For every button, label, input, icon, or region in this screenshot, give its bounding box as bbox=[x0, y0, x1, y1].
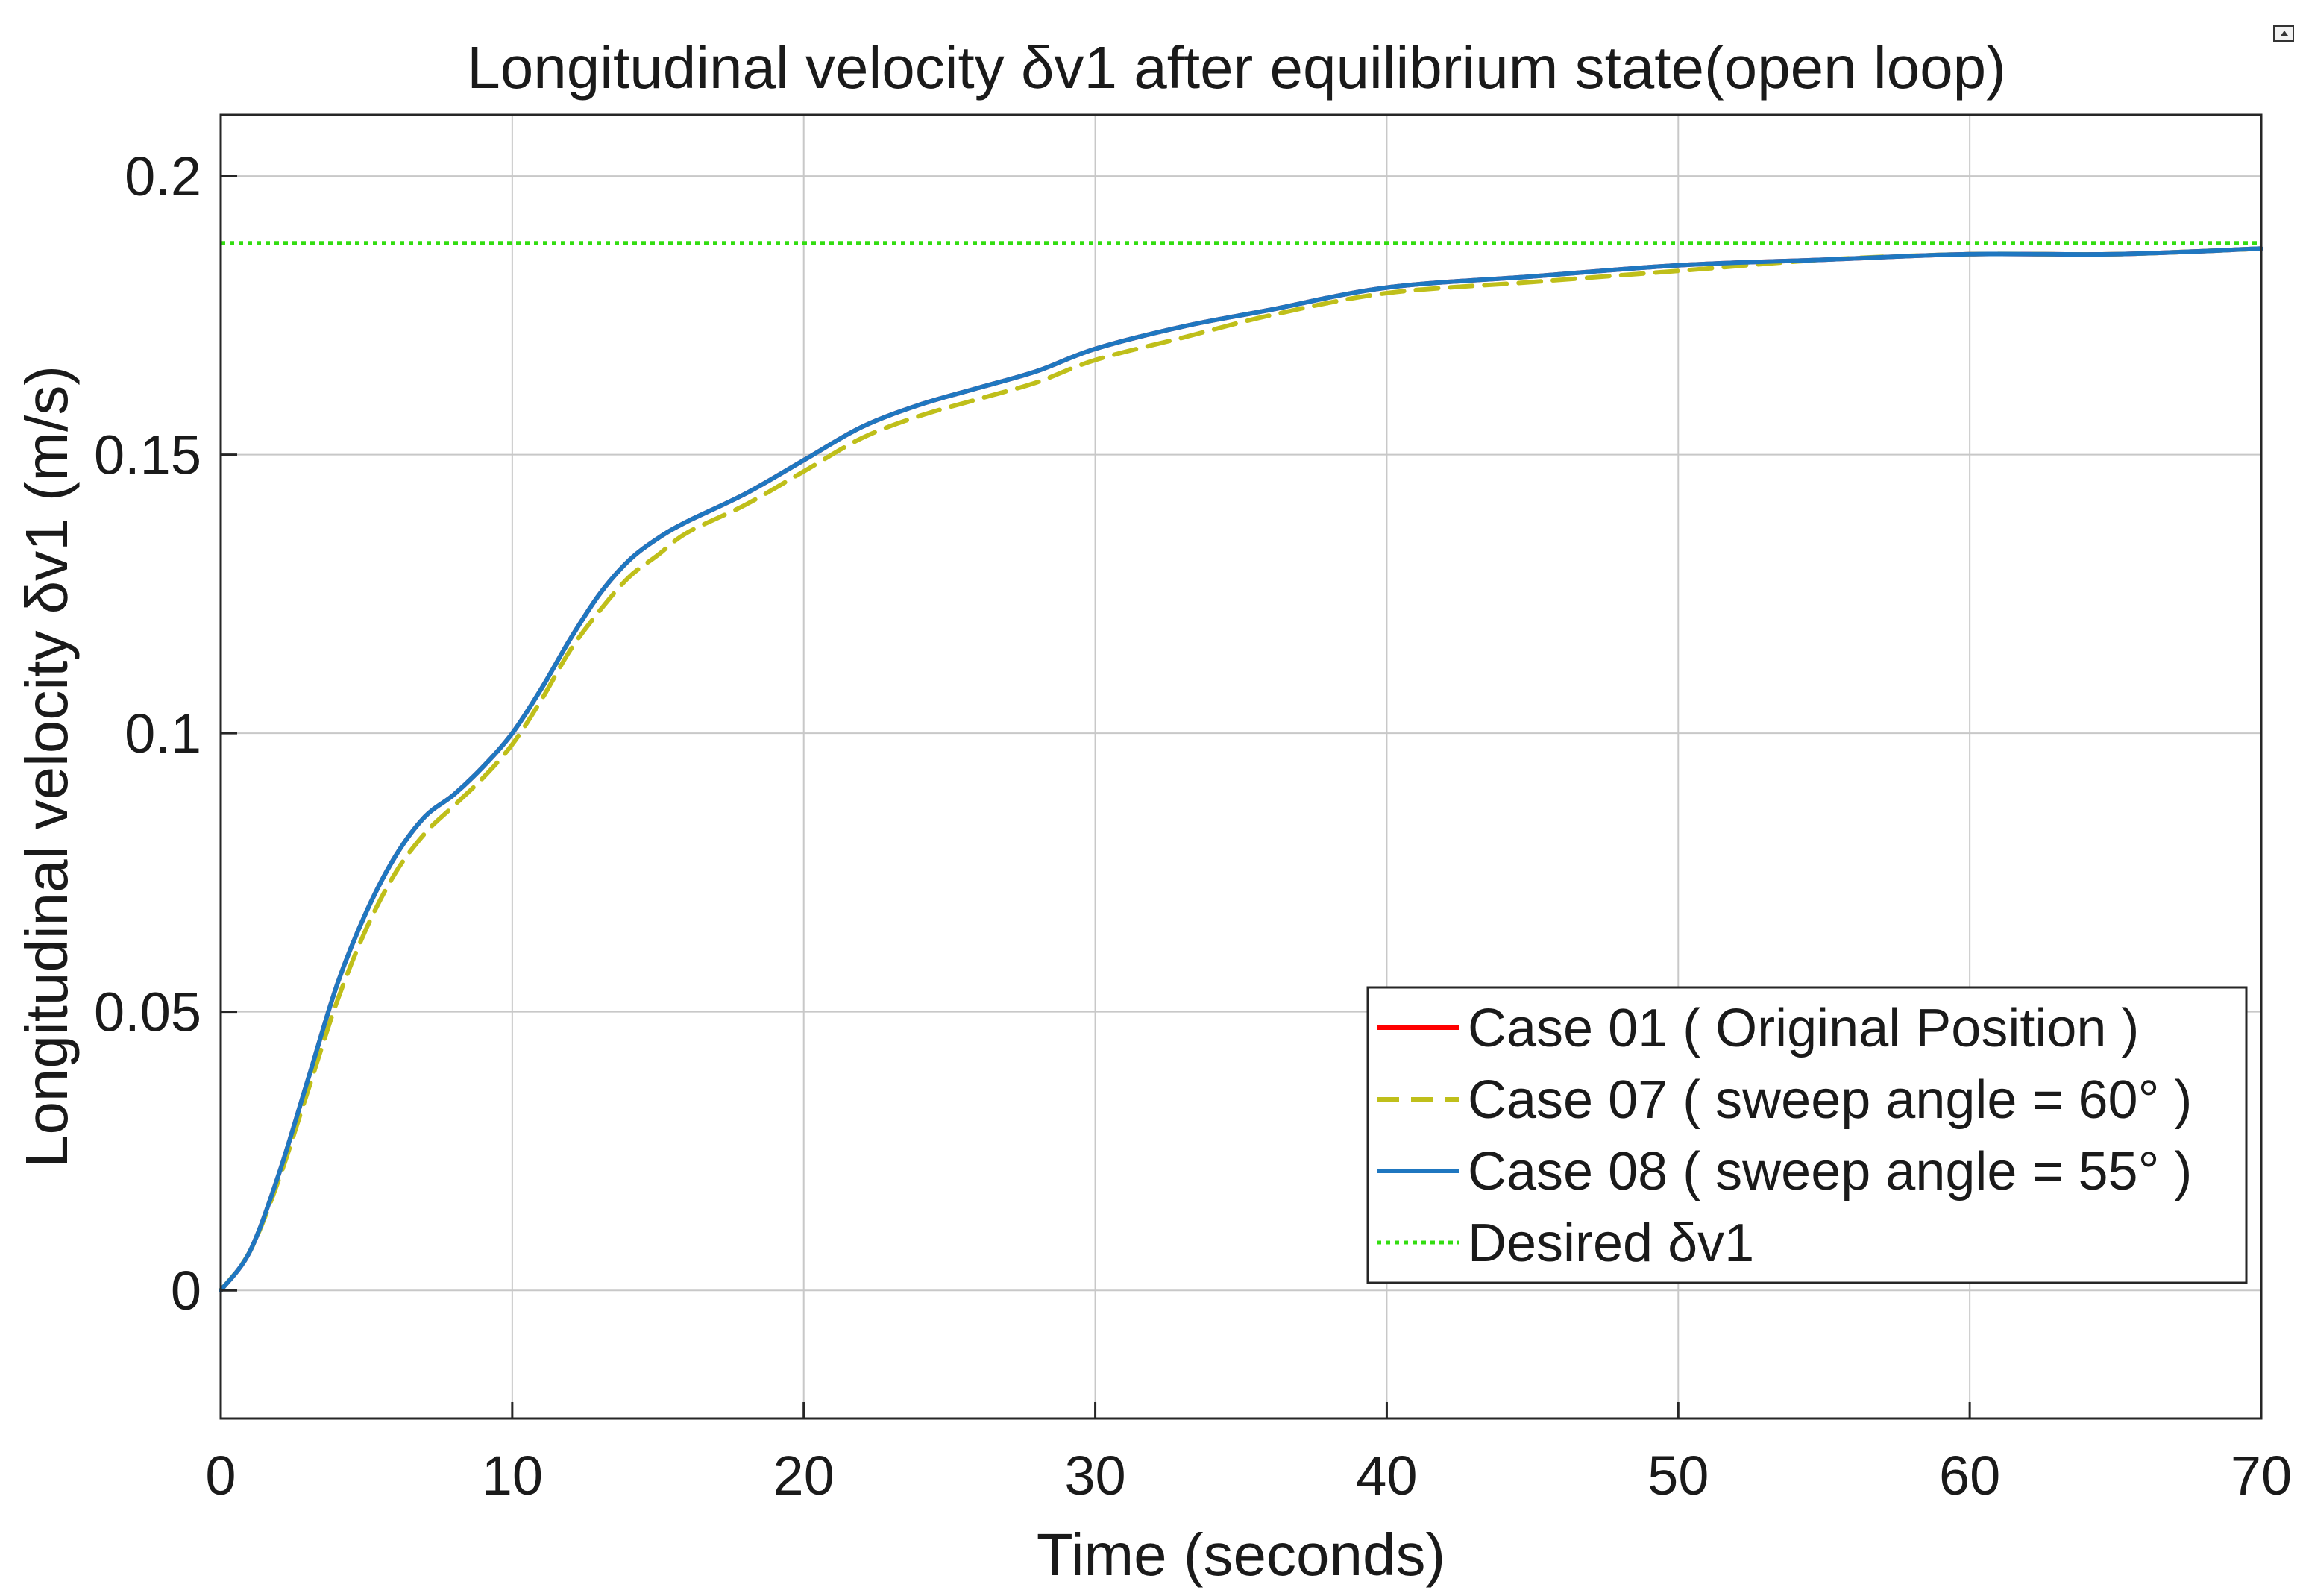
series-line-case-07 bbox=[219, 246, 2263, 1293]
y-axis-label: Longitudinal velocity δv1 (m/s) bbox=[13, 365, 80, 1168]
x-tick-label: 40 bbox=[1356, 1445, 1417, 1507]
legend-box bbox=[1366, 986, 2248, 1284]
chart-title: Longitudinal velocity δv1 after equilibr… bbox=[467, 34, 2005, 101]
legend-entry-case-07: Case 07 ( sweep angle = 60° ) bbox=[1468, 1070, 2192, 1130]
x-tick-label: 50 bbox=[1647, 1445, 1709, 1507]
x-tick-label: 60 bbox=[1939, 1445, 2000, 1507]
x-tick-label: 10 bbox=[482, 1445, 543, 1507]
x-tick-label: 0 bbox=[205, 1445, 236, 1507]
y-tick-label: 0.1 bbox=[125, 703, 201, 764]
legend-entry-case-08: Case 08 ( sweep angle = 55° ) bbox=[1468, 1142, 2192, 1201]
y-axis: 0 0.05 0.1 0.15 0.2 bbox=[94, 145, 237, 1322]
plot-frame bbox=[219, 113, 2263, 1420]
series-line-case-08 bbox=[219, 246, 2263, 1293]
y-tick-label: 0.05 bbox=[94, 981, 201, 1043]
y-grid bbox=[221, 175, 2261, 1292]
x-tick-label: 70 bbox=[2231, 1445, 2292, 1507]
expand-icon[interactable] bbox=[2273, 25, 2294, 42]
x-tick-label: 30 bbox=[1064, 1445, 1125, 1507]
x-axis-label: Time (seconds) bbox=[1037, 1521, 1445, 1588]
legend-entry-desired: Desired δv1 bbox=[1468, 1213, 1754, 1273]
y-tick-label: 0.2 bbox=[125, 145, 201, 207]
series-layer bbox=[219, 241, 2263, 1293]
x-tick-label: 20 bbox=[773, 1445, 835, 1507]
legend: Case 01 ( Original Position ) Case 07 ( s… bbox=[1366, 986, 2248, 1284]
legend-entry-case-01: Case 01 ( Original Position ) bbox=[1468, 999, 2139, 1058]
x-axis: 0 10 20 30 40 50 60 70 bbox=[205, 1402, 2292, 1507]
y-tick-label: 0.15 bbox=[94, 424, 201, 486]
y-tick-label: 0 bbox=[171, 1260, 201, 1322]
